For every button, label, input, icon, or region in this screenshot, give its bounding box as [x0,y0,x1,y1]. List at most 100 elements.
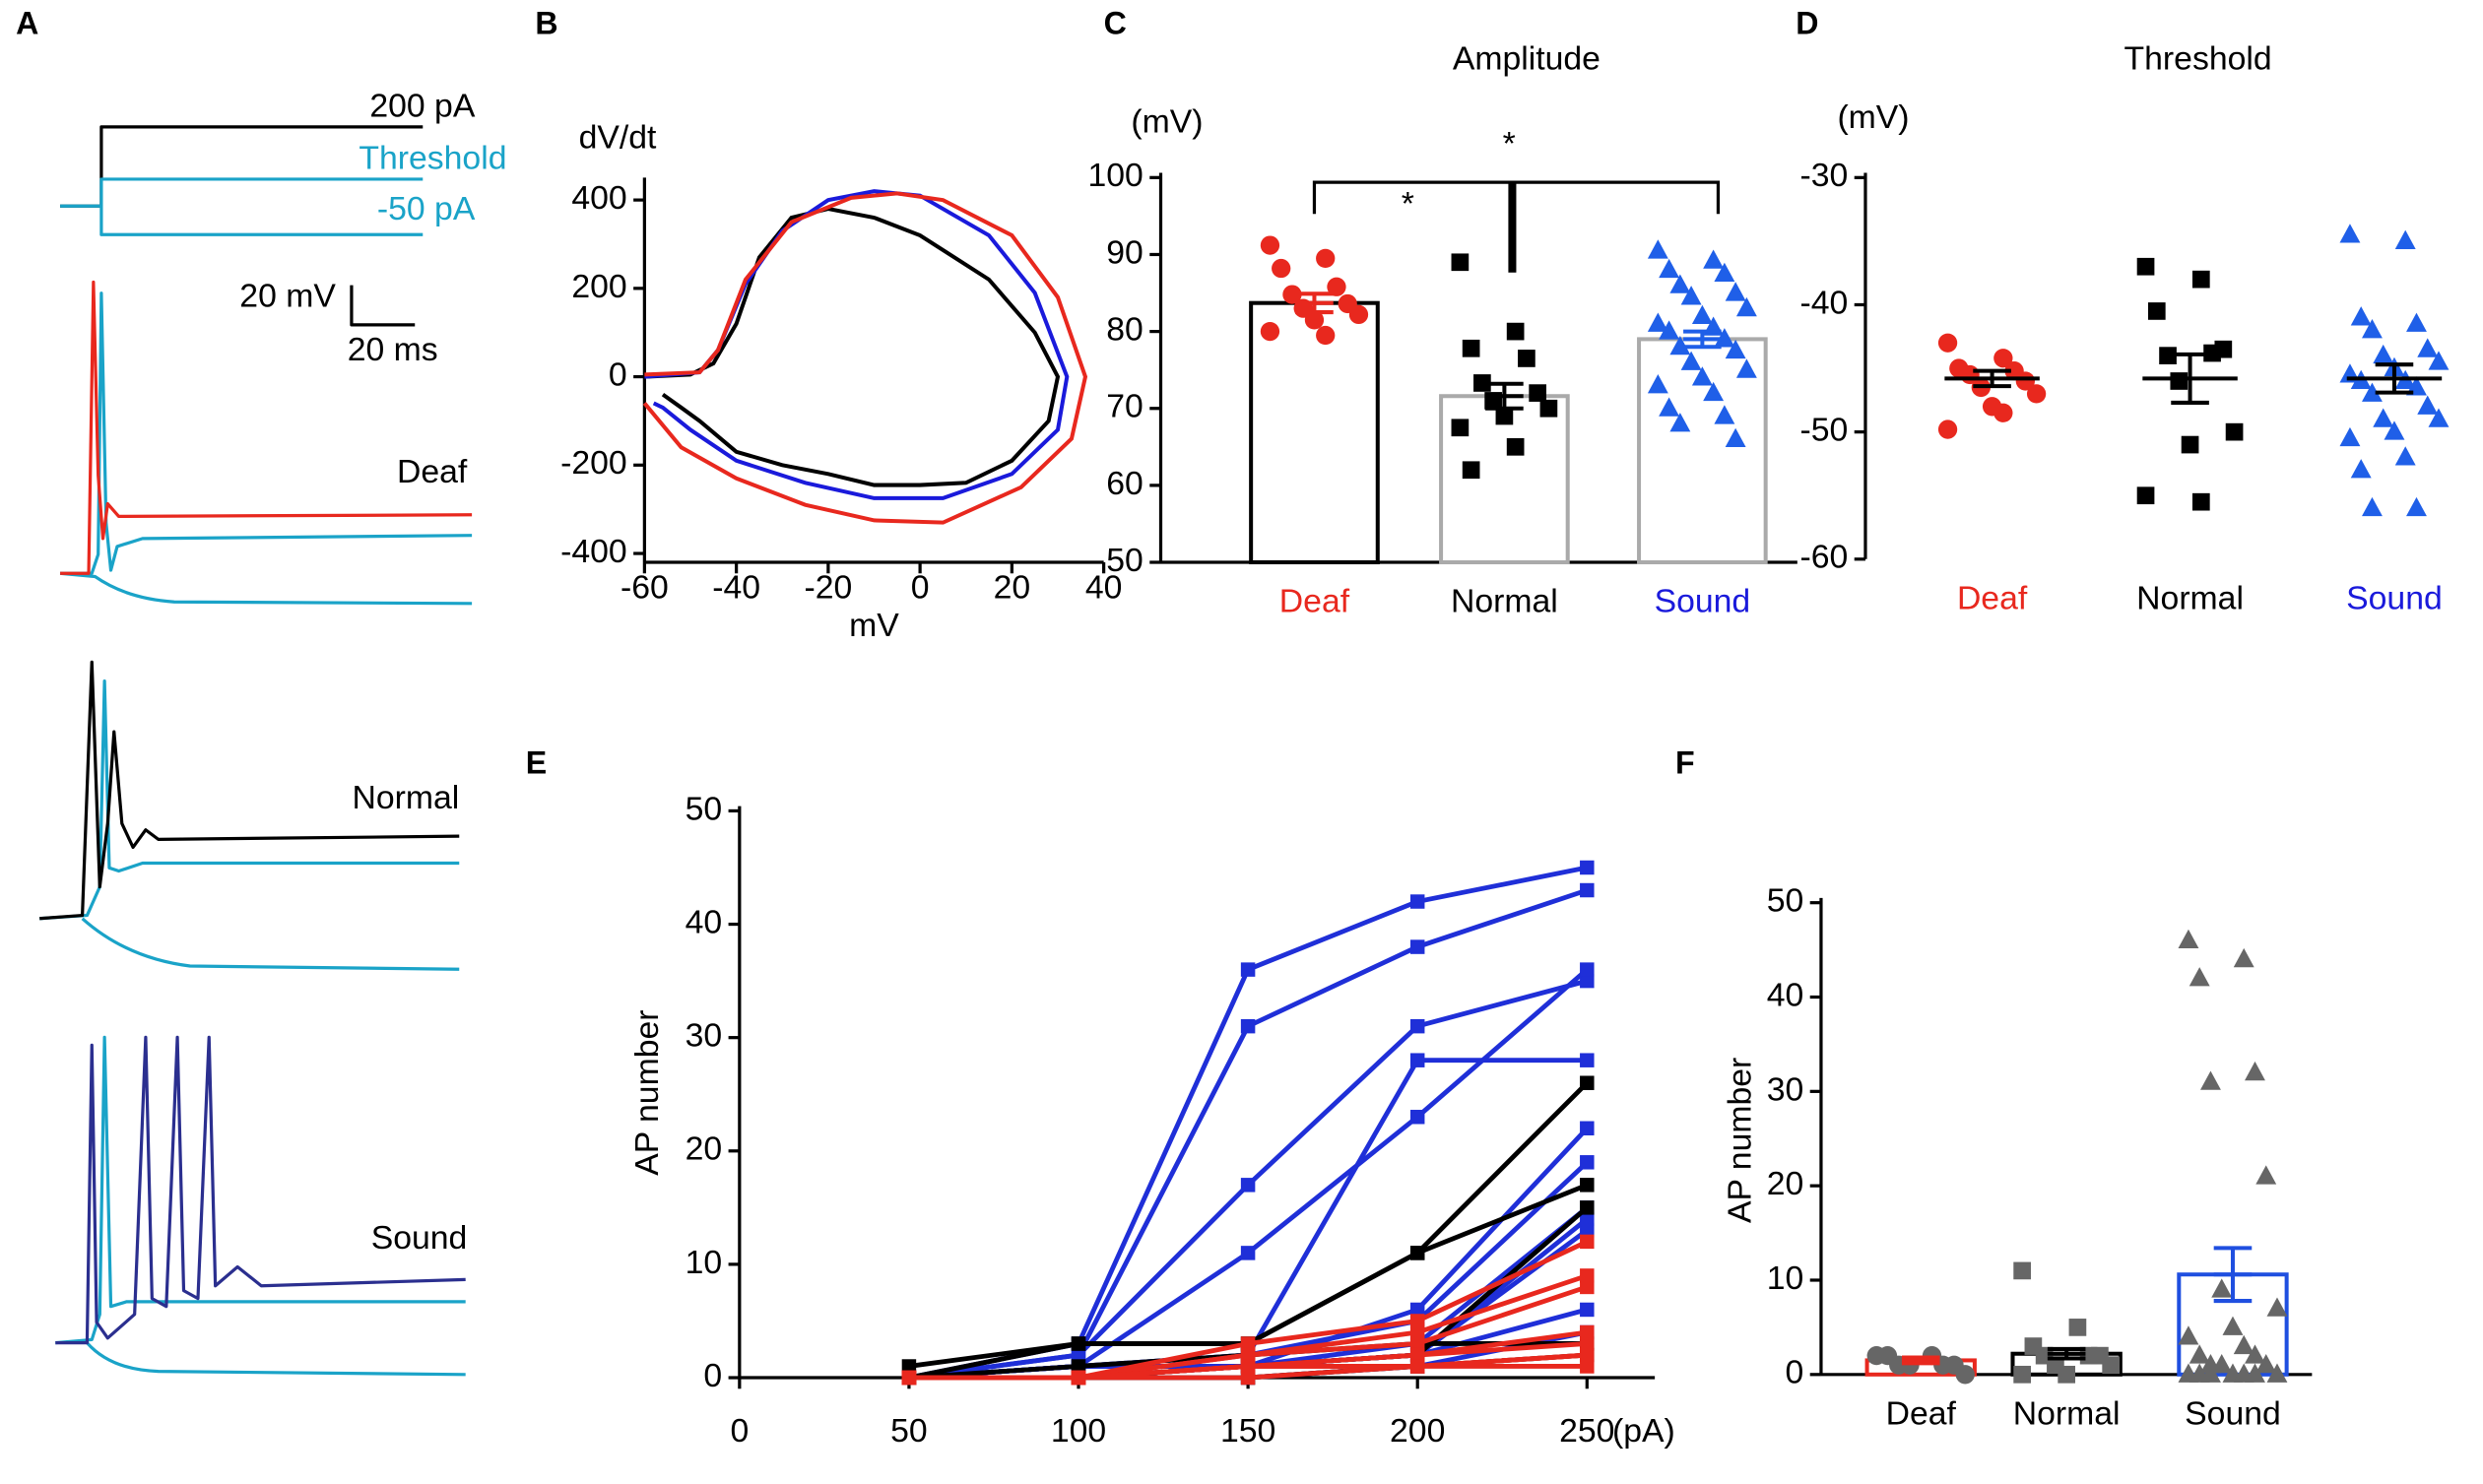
annotation: * [1402,185,1414,223]
point [1680,351,1702,370]
point [1580,1324,1595,1340]
y-tick-label: 50 [686,790,723,827]
point [1240,1018,1256,1034]
point [2136,257,2155,276]
error-bar [2213,1246,2253,1304]
x-tick-label: 150 [1220,1412,1275,1450]
command-trace [60,177,424,236]
point [2159,347,2177,364]
trace [59,571,473,606]
point [1071,1359,1086,1374]
x-tick-label: 0 [730,1412,749,1450]
point [2362,496,2383,517]
point [2394,229,2416,249]
point [1240,1178,1256,1193]
point [1580,1075,1595,1090]
point [2191,492,2210,511]
point [1580,1279,1595,1295]
point [1506,437,1525,456]
point [1647,239,1668,259]
point [1327,277,1346,296]
point [2222,1316,2244,1335]
error-bar [2171,352,2209,405]
point [1462,339,1480,357]
point [1529,384,1546,402]
panel-a: 200 pA Threshold -50 pA 20 mV 20 ms Deaf… [39,88,506,1377]
x-tick-label: Sound [2185,1395,2281,1433]
point [1993,403,2013,422]
x-axis-label: mV [849,607,899,644]
point [2373,344,2394,364]
point [2191,270,2210,289]
point [1580,962,1595,977]
point [1409,939,1425,954]
trace [55,1035,466,1345]
series-line [644,206,1061,487]
point [1348,304,1369,325]
point [1714,262,1735,283]
point [1714,405,1735,424]
y-tick-label: 400 [571,179,626,217]
point [1680,286,1702,305]
point [1409,894,1425,909]
point [1580,1121,1595,1136]
point [1580,1223,1595,1238]
point [1580,1347,1595,1363]
point [2013,1261,2031,1280]
panel-letter: D [1796,5,1818,40]
point [1691,366,1713,386]
point [1473,374,1491,392]
point [1409,1053,1425,1067]
error-bar [1973,368,2011,389]
point [1647,312,1668,332]
y-tick-label: 30 [686,1017,723,1055]
point [1539,399,1558,418]
point [1725,339,1746,359]
point [2233,947,2254,968]
point [1260,321,1280,342]
point [1580,973,1595,989]
point [2200,1363,2221,1383]
y-tick-label: -30 [1799,157,1848,194]
point [1580,1268,1595,1283]
point [1409,1314,1425,1328]
point [2015,371,2035,391]
point [1659,397,1680,417]
point [2178,929,2199,949]
point [1260,235,1280,255]
point [2136,486,2155,505]
point [1580,1155,1595,1170]
panel-letter: F [1675,744,1695,780]
point [2026,384,2047,404]
point [2373,408,2394,427]
y-tick-label: 10 [686,1244,723,1281]
y-tick-label: -50 [1799,412,1848,449]
point [1937,419,1958,439]
trace [39,660,460,921]
y-tick-label: -60 [1799,539,1848,576]
point [2417,395,2439,415]
point [1240,1359,1256,1374]
point [1714,328,1735,348]
y-tick-label: 50 [1767,882,1804,920]
y-tick-label: 90 [1106,233,1143,271]
chart-title: Amplitude [1453,39,1601,77]
scale-bar [350,285,416,327]
error-bar [1901,1355,1940,1366]
series-line [642,191,1088,525]
y-axis-label: dV/dt [579,119,657,157]
error-bar [2375,362,2414,395]
point [1580,1234,1595,1250]
point [2350,459,2372,479]
point [1691,304,1713,325]
x-tick-label: -60 [621,568,669,606]
x-axis-label: (pA) [1612,1412,1675,1450]
x-tick-label: Deaf [1957,580,2028,617]
point [2255,1353,2277,1374]
point [1451,419,1470,437]
point [2181,435,2199,454]
x-tick-label: Normal [2013,1395,2121,1433]
x-tick-label: Normal [2136,580,2244,617]
error-bar [1683,329,1722,350]
point [1580,1178,1595,1193]
